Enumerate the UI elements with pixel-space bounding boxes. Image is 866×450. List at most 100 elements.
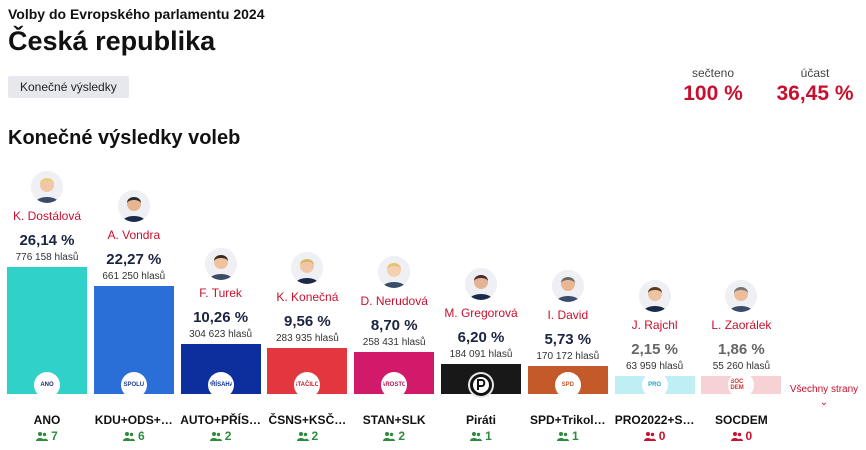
seat-count: 2 [181,429,261,443]
seat-count: 7 [7,429,87,443]
election-supertitle: Volby do Evropského parlamentu 2024 [8,6,265,22]
party-column[interactable]: 55 260 hlasů 1,86 % L. Zaorálek SOC DEM SOCD… [701,0,782,450]
people-icon [643,429,659,443]
party-logo-text: SPOLU [123,382,145,388]
party-column[interactable]: 661 250 hlasů 22,27 % A. Vondra SPOLU KDU+OD… [93,0,174,450]
party-logo-icon: STAČILO! [294,372,321,398]
all-parties-link[interactable]: Všechny strany ⌄ [786,384,862,408]
party-logo-text: STAČILO! [294,382,321,388]
people-icon [383,429,398,443]
candidate-name[interactable]: F. Turek [199,286,242,301]
candidate-avatar [31,170,63,203]
people-icon [36,429,51,443]
candidate-name[interactable]: L. Zaorálek [711,318,772,332]
party-logo-text: SPD [561,382,574,388]
seat-count: 6 [94,429,174,443]
seat-count: 1 [528,429,608,443]
people-icon [209,429,225,443]
candidate-name[interactable]: M. Gregorová [444,305,518,320]
seat-value: 6 [137,429,145,443]
party-column[interactable]: 63 959 hlasů 2,15 % J. Rajchl PRO PRO2022+S…… [614,0,695,450]
party-column[interactable]: 258 431 hlasů 8,70 % D. Nerudová STAROSTOVÉ… [354,0,435,450]
seat-value: 7 [51,429,58,443]
people-icon [122,429,138,443]
candidate-avatar [465,267,497,300]
party-column[interactable]: 283 935 hlasů 9,56 % K. Konečná STAČILO! ČSN… [267,0,348,450]
party-logo-icon: STAROSTOVÉ [381,372,408,398]
vote-count: 55 260 hlasů [712,361,771,372]
vote-percentage: 1,86 % [718,341,765,358]
party-logo-icon: SOC DEM [728,372,755,398]
party-logo-icon: PŘÍSAHA [207,372,234,398]
vote-count: 661 250 hlasů [102,270,166,282]
turnout-label: účast [800,66,830,80]
vote-count: 304 623 hlasů [189,329,253,341]
party-column[interactable]: 170 172 hlasů 5,73 % I. David SPD SPD+Trikol… [527,0,608,450]
candidate-avatar [551,270,584,303]
candidate-name[interactable]: J. Rajchl [631,318,678,332]
all-parties-label: Všechny strany [789,384,859,395]
party-column[interactable]: 184 091 hlasů 6,20 % M. Gregorová Piráti 1 [441,0,521,450]
party-name[interactable]: AUTO+PŘÍS… [180,413,261,427]
candidate-avatar [291,251,324,284]
party-logo-icon: SPOLU [120,372,147,398]
party-name[interactable]: ANO [33,413,61,427]
vote-count: 776 158 hlasů [15,251,79,263]
vote-count: 283 935 hlasů [275,332,339,344]
seat-count: 0 [701,429,781,443]
turnout-value: 36,45 % [776,82,854,105]
party-logo-text: SOC DEM [730,379,744,391]
vote-percentage: 8,70 % [370,316,418,334]
seat-count: 0 [615,429,695,443]
party-name[interactable]: PRO2022+S… [614,413,695,427]
party-name[interactable]: KDU+ODS+… [94,413,173,427]
party-logo-icon [468,372,494,398]
candidate-name[interactable]: K. Konečná [276,289,339,304]
party-logo-icon: SPD [554,372,581,398]
party-name[interactable]: SOCDEM [715,413,768,427]
party-logo-text: STAROSTOVÉ [381,382,407,388]
party-logo-text: PŘÍSAHA [207,382,234,388]
seat-value: 1 [485,429,492,443]
party-name[interactable]: STAN+SLK [362,413,426,427]
party-logo-text: PRO [648,382,662,388]
people-icon [296,429,312,443]
vote-percentage: 9,56 % [284,312,331,330]
vote-percentage: 6,20 % [457,328,505,346]
seat-value: 0 [745,429,753,443]
party-logo-text: ANO [40,382,54,388]
candidate-name[interactable]: A. Vondra [107,227,161,242]
party-name[interactable]: Piráti [465,413,496,427]
candidate-name[interactable]: I. David [547,308,589,323]
people-icon [470,429,485,443]
seat-value: 2 [311,429,319,443]
candidate-avatar [638,280,671,312]
seat-value: 1 [571,429,579,443]
counted-value: 100 % [683,82,743,105]
candidate-avatar [725,280,758,312]
seat-count: 1 [441,429,521,443]
candidate-avatar [204,248,237,281]
candidate-name[interactable]: D. Nerudová [360,293,428,308]
vote-percentage: 26,14 % [19,231,75,249]
section-title: Konečné výsledky voleb [8,127,241,149]
vote-percentage: 5,73 % [544,331,592,349]
vote-percentage: 22,27 % [106,250,162,268]
candidate-name[interactable]: K. Dostálová [12,208,82,223]
party-column[interactable]: 304 623 hlasů 10,26 % F. Turek PŘÍSAHA AUTO+… [180,0,261,450]
party-logo-icon: ANO [34,372,60,398]
chevron-down-icon: ⌄ [819,397,829,408]
party-name[interactable]: ČSNS+KSČ… [268,413,347,427]
vote-percentage: 10,26 % [193,309,249,327]
final-results-badge[interactable]: Konečné výsledky [8,76,129,98]
vote-percentage: 2,15 % [631,341,678,358]
page-title: Česká republika [8,26,216,56]
seat-value: 2 [398,429,406,443]
seat-count: 2 [354,429,434,443]
candidate-avatar [117,189,150,222]
counted-stat: sečteno 100 % [676,66,750,106]
turnout-stat: účast 36,45 % [770,66,860,106]
party-name[interactable]: SPD+Trikol… [529,413,606,427]
party-column[interactable]: 776 158 hlasů 26,14 % K. Dostálová ANO ANO 7 [7,0,87,450]
counted-label: sečteno [691,66,735,80]
